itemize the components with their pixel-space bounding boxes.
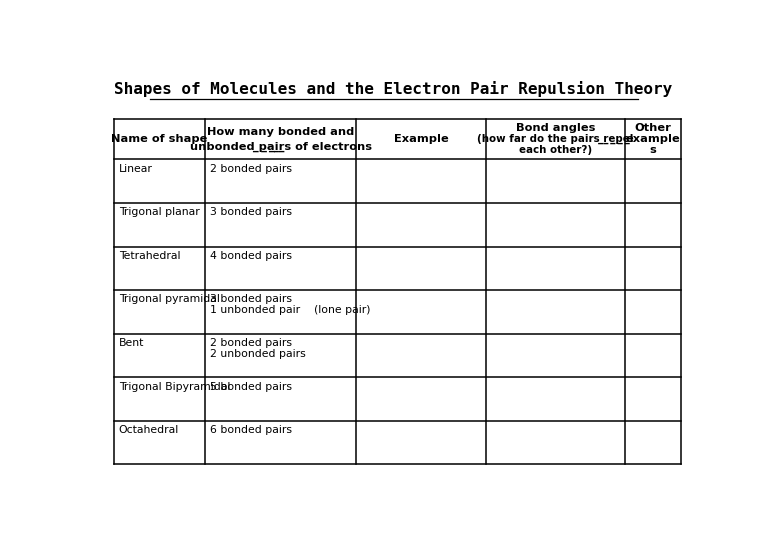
Text: Bond angles: Bond angles bbox=[516, 123, 595, 133]
Text: each other?): each other?) bbox=[519, 145, 592, 155]
Text: 3 bonded pairs: 3 bonded pairs bbox=[210, 294, 292, 305]
Text: Linear: Linear bbox=[118, 163, 153, 174]
Text: How many bonded and: How many bonded and bbox=[207, 128, 354, 137]
Text: Bent: Bent bbox=[118, 338, 144, 348]
Text: 3 bonded pairs: 3 bonded pairs bbox=[210, 207, 292, 217]
Text: s: s bbox=[650, 145, 657, 155]
Text: 6 bonded pairs: 6 bonded pairs bbox=[210, 425, 292, 435]
Text: 1 unbonded pair    (lone pair): 1 unbonded pair (lone pair) bbox=[210, 305, 371, 315]
Text: Trigonal pyramidal: Trigonal pyramidal bbox=[118, 294, 220, 305]
Text: example: example bbox=[626, 134, 680, 144]
Text: (how far do the pairs ̲r̲e̲p̲e̲l: (how far do the pairs ̲r̲e̲p̲e̲l bbox=[478, 134, 634, 144]
Text: unbonded ̲p̲a̲i̲r̲s of electrons: unbonded ̲p̲a̲i̲r̲s of electrons bbox=[190, 142, 372, 151]
Text: Trigonal planar: Trigonal planar bbox=[118, 207, 200, 217]
Text: Other: Other bbox=[634, 123, 671, 133]
Text: Trigonal Bipyramidal: Trigonal Bipyramidal bbox=[118, 382, 230, 392]
Text: Name of shape: Name of shape bbox=[111, 134, 208, 144]
Text: Octahedral: Octahedral bbox=[118, 425, 179, 435]
Text: 2 bonded pairs: 2 bonded pairs bbox=[210, 163, 292, 174]
Text: 2 bonded pairs: 2 bonded pairs bbox=[210, 338, 292, 348]
Text: 2 unbonded pairs: 2 unbonded pairs bbox=[210, 349, 306, 359]
Text: Shapes of Molecules and the Electron Pair Repulsion Theory: Shapes of Molecules and the Electron Pai… bbox=[114, 81, 673, 97]
Text: Example: Example bbox=[394, 134, 449, 144]
Text: 4 bonded pairs: 4 bonded pairs bbox=[210, 251, 292, 261]
Text: 5 bonded pairs: 5 bonded pairs bbox=[210, 382, 292, 392]
Text: Tetrahedral: Tetrahedral bbox=[118, 251, 180, 261]
